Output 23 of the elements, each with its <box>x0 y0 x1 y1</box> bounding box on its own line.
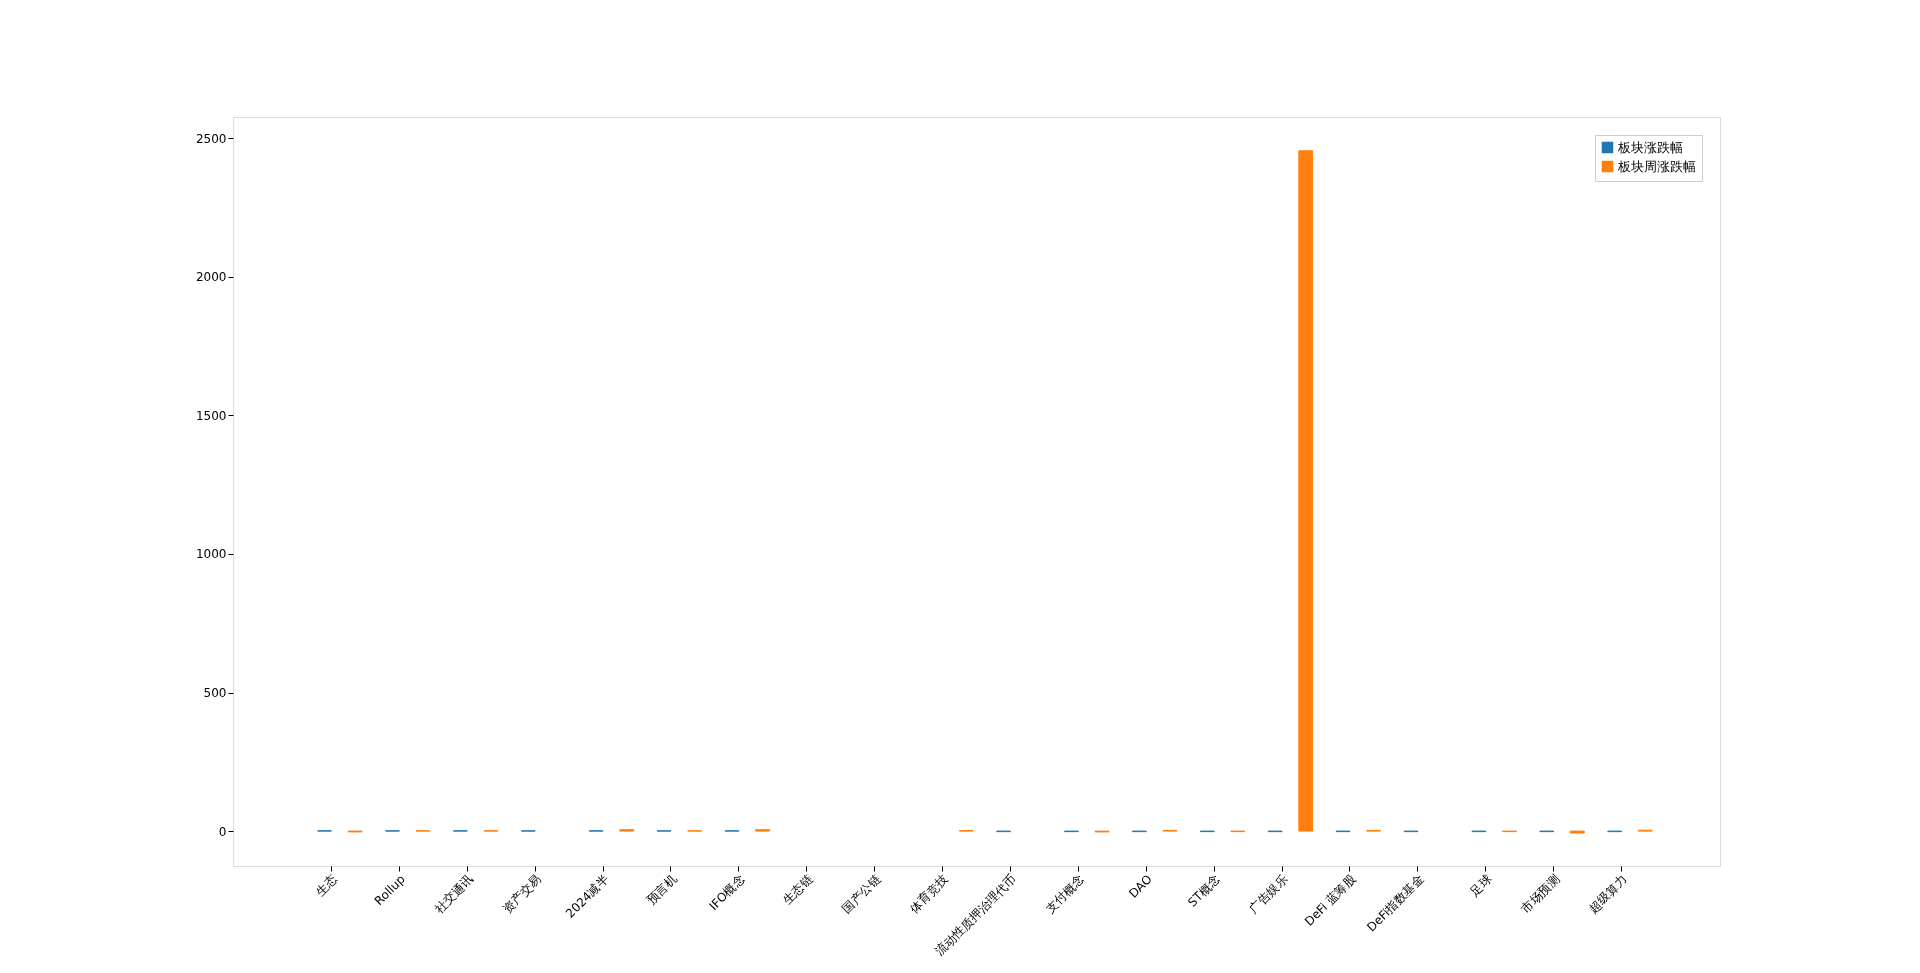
x-tick-label: 体育竞技 <box>907 872 952 916</box>
y-tick-label: 2500 <box>195 131 227 146</box>
y-tick-label: 2000 <box>195 270 227 285</box>
y-tick-label: 0 <box>218 824 227 839</box>
x-tick-label: 国产公链 <box>839 872 884 916</box>
bar <box>1298 150 1314 832</box>
x-tick-label: 生态 <box>313 872 340 899</box>
x-tick-label: 足球 <box>1467 872 1495 899</box>
x-tick-label: 社交通讯 <box>431 872 476 916</box>
legend-label: 板块周涨跌幅 <box>1617 158 1696 174</box>
x-tick-label: 资产交易 <box>499 872 544 916</box>
x-tick-label: 生态链 <box>779 872 816 908</box>
x-tick-label: ST概念 <box>1185 872 1223 910</box>
x-tick-label: 超级算力 <box>1586 872 1631 916</box>
x-tick-label: 预言机 <box>644 872 680 908</box>
legend-label: 板块涨跌幅 <box>1617 139 1683 155</box>
x-tick-label: IFO概念 <box>706 872 748 914</box>
y-tick-label: 1000 <box>195 547 227 562</box>
x-tick-label: 支付概念 <box>1042 872 1087 916</box>
x-tick-label: 广告娱乐 <box>1246 872 1291 916</box>
y-tick-label: 500 <box>203 686 227 701</box>
y-tick-label: 1500 <box>195 408 227 423</box>
x-tick-label: 市场预测 <box>1518 872 1563 916</box>
